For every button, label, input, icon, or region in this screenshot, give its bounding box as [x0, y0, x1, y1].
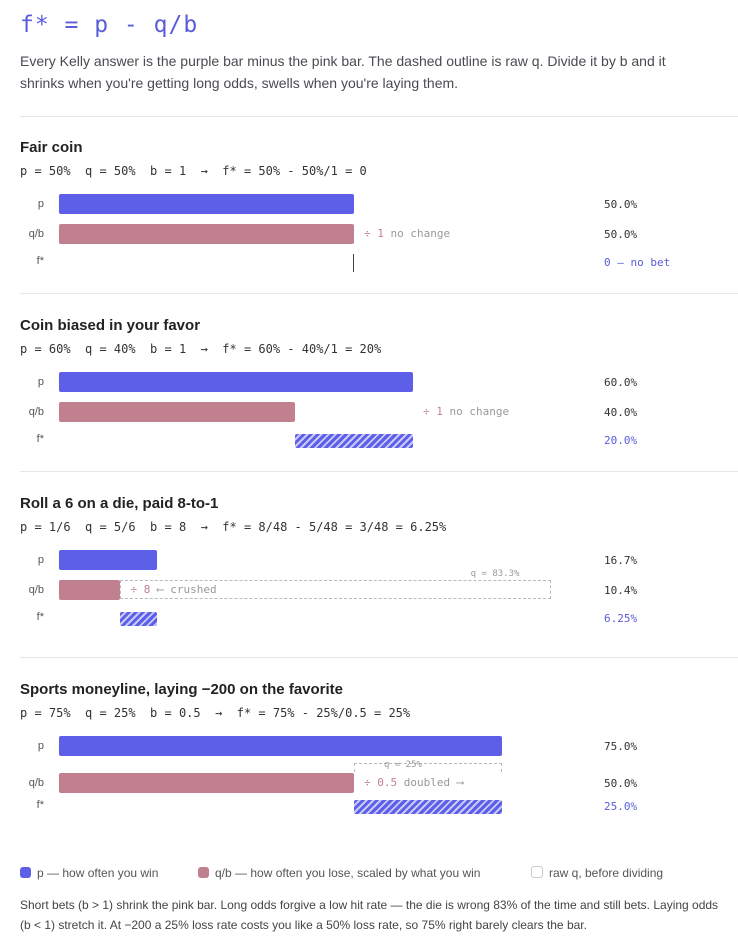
division-note: ÷ 8 ⟵ crushed	[130, 583, 216, 596]
division-factor: ÷ 1	[423, 405, 443, 418]
bar-f-star	[354, 800, 502, 814]
divider	[20, 657, 738, 658]
division-factor: ÷ 8	[130, 583, 151, 596]
raw-q-label: q = 25%	[384, 760, 422, 770]
zero-marker	[353, 254, 354, 272]
intro-text: Every Kelly answer is the purple bar min…	[20, 53, 666, 91]
row-label-q: q/b	[28, 228, 44, 240]
row-label-p: p	[37, 740, 44, 752]
section-formula: p = 50% q = 50% b = 1 → f* = 50% - 50%/1…	[20, 164, 367, 178]
bar-p	[59, 550, 158, 570]
division-note: ÷ 1 no change	[364, 227, 450, 240]
value-p: 60.0%	[604, 376, 638, 389]
bar-p	[59, 736, 502, 756]
raw-q-outline	[120, 580, 551, 599]
section-title: Fair coin	[20, 139, 83, 156]
row-label-f: f*	[36, 611, 44, 623]
value-q-over-b: 50.0%	[604, 777, 638, 790]
division-effect: no change	[449, 405, 510, 418]
legend-swatch-p	[20, 867, 31, 878]
section-formula: p = 1/6 q = 5/6 b = 8 → f* = 8/48 - 5/48…	[20, 520, 447, 534]
division-factor: ÷ 1	[364, 227, 384, 240]
value-f-star: 25.0%	[604, 800, 638, 813]
row-label-f: f*	[36, 799, 44, 811]
row-label-f: f*	[36, 433, 44, 445]
division-note: ÷ 0.5 doubled ⟶	[364, 776, 463, 789]
row-label-p: p	[37, 554, 44, 566]
divider	[20, 471, 738, 472]
row-label-q: q/b	[28, 777, 44, 789]
value-f-star: 0 — no bet	[604, 256, 671, 269]
value-p: 16.7%	[604, 554, 638, 567]
value-p: 50.0%	[604, 198, 638, 211]
section-title: Coin biased in your favor	[20, 317, 201, 334]
section-title: Sports moneyline, laying −200 on the fav…	[20, 681, 344, 698]
division-effect: no change	[390, 227, 451, 240]
value-p: 75.0%	[604, 740, 638, 753]
legend-item-q: q/b — how often you lose, scaled by what…	[198, 866, 480, 880]
section-title: Roll a 6 on a die, paid 8-to-1	[20, 495, 219, 512]
legend-item-p: p — how often you win	[20, 866, 158, 880]
row-label-q: q/b	[28, 406, 44, 418]
value-f-star: 6.25%	[604, 612, 638, 625]
row-label-p: p	[37, 198, 44, 210]
row-label-p: p	[37, 376, 44, 388]
bar-p	[59, 372, 413, 392]
legend-label-p: p — how often you win	[37, 866, 159, 880]
footer-text: Short bets (b > 1) shrink the pink bar. …	[20, 898, 719, 932]
divider	[20, 116, 738, 117]
value-f-star: 20.0%	[604, 434, 638, 447]
bar-q-over-b	[59, 402, 295, 422]
raw-q-label: q = 83.3%	[470, 569, 520, 579]
bar-q-over-b	[59, 224, 354, 244]
bar-f-star	[295, 434, 413, 448]
raw-q-outline	[354, 763, 502, 772]
legend-item-raw: raw q, before dividing	[531, 866, 663, 880]
value-q-over-b: 40.0%	[604, 406, 638, 419]
section-formula: p = 75% q = 25% b = 0.5 → f* = 75% - 25%…	[20, 706, 411, 720]
row-label-q: q/b	[28, 584, 44, 596]
division-factor: ÷ 0.5	[364, 776, 398, 789]
division-effect: doubled ⟶	[403, 776, 464, 789]
row-label-f: f*	[36, 255, 44, 267]
bar-p	[59, 194, 354, 214]
legend-label-q: q/b — how often you lose, scaled by what…	[215, 866, 481, 880]
legend-swatch-q	[198, 867, 209, 878]
divider	[20, 293, 738, 294]
bar-q-over-b	[59, 580, 121, 600]
value-q-over-b: 50.0%	[604, 228, 638, 241]
bar-q-over-b	[59, 773, 354, 793]
legend-swatch-raw	[531, 866, 543, 878]
legend-label-raw: raw q, before dividing	[549, 866, 664, 880]
division-effect: ⟵ crushed	[156, 583, 217, 596]
bar-f-star	[120, 612, 158, 626]
value-q-over-b: 10.4%	[604, 584, 638, 597]
section-formula: p = 60% q = 40% b = 1 → f* = 60% - 40%/1…	[20, 342, 382, 356]
page-title: f* = p - q/b	[20, 12, 199, 38]
division-note: ÷ 1 no change	[423, 405, 509, 418]
